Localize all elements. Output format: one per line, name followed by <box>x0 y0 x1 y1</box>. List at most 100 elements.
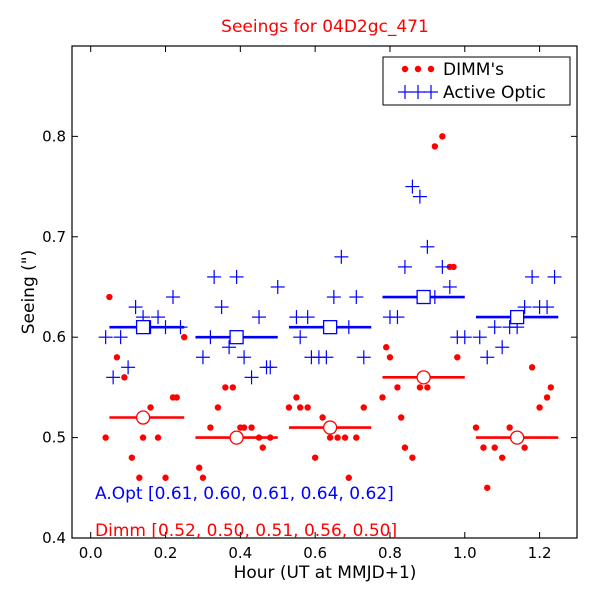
active-optic-point-10 <box>173 320 188 335</box>
annotation-dimm: Dimm [0.52, 0.50, 0.51, 0.56, 0.50] <box>95 521 397 541</box>
legend-active-optic-plus-1 <box>411 85 425 99</box>
active-optic-point-35 <box>390 310 405 325</box>
dimm-point-1 <box>106 293 113 301</box>
dimm-point-35 <box>353 434 360 441</box>
dimm-point-45 <box>424 384 431 391</box>
series-0 <box>102 133 555 491</box>
median-markers <box>135 289 525 445</box>
median-circle-1 <box>229 430 244 445</box>
active-optic-point-29 <box>326 290 341 305</box>
dimm-point-15 <box>207 424 214 431</box>
series-layer <box>98 133 562 491</box>
active-optic-point-51 <box>517 300 532 315</box>
median-square-2 <box>322 319 338 335</box>
dimm-point-37 <box>379 394 386 401</box>
dimm-point-32 <box>334 434 341 441</box>
dimm-point-25 <box>285 404 293 411</box>
active-optic-point-18 <box>244 370 259 385</box>
dimm-point-39 <box>386 354 394 361</box>
dimm-point-12 <box>181 333 188 341</box>
median-circle-0 <box>135 410 151 425</box>
axis-ticks: 0.0 0.2 0.4 0.6 0.8 1.0 1.2 0.4 0.5 0.6 0.7 0.8 <box>42 46 577 562</box>
active-optic-point-30 <box>334 249 349 264</box>
legend-active-optic-plus-2 <box>424 85 438 99</box>
active-optic-point-55 <box>547 269 562 284</box>
legend-marks <box>398 65 438 99</box>
legend-label-active-optic: Active Optic <box>443 83 546 103</box>
y-tick-label-2: 0.6 <box>42 328 66 346</box>
chart-title: Seeings for 04D2gc_471 <box>221 17 429 37</box>
dimm-point-36 <box>360 404 367 411</box>
dimm-point-6 <box>139 434 147 441</box>
dimm-point-13 <box>195 464 203 471</box>
active-optic-point-8 <box>158 320 173 335</box>
x-tick-label-1: 0.2 <box>154 544 178 562</box>
median-circle-2 <box>322 420 338 435</box>
active-optic-point-17 <box>237 350 252 365</box>
x-axis-label: Hour (UT at MMJD+1) <box>234 563 417 583</box>
series-1 <box>98 179 562 385</box>
active-optic-point-42 <box>442 279 457 294</box>
active-optic-point-19 <box>252 310 267 325</box>
dimm-point-28 <box>304 404 311 411</box>
dimm-point-3 <box>121 374 128 381</box>
dimm-point-41 <box>397 414 405 421</box>
y-tick-label-1: 0.5 <box>42 429 66 447</box>
legend-dimm-dot-1 <box>414 65 422 73</box>
active-optic-point-36 <box>397 259 412 274</box>
active-optic-point-15 <box>222 340 237 355</box>
active-optic-point-4 <box>128 300 143 315</box>
dimm-point-42 <box>401 444 409 451</box>
active-optic-point-54 <box>540 300 555 315</box>
dimm-point-44 <box>416 384 424 391</box>
median-square-4 <box>509 309 525 325</box>
active-optic-point-0 <box>98 330 113 345</box>
x-tick-label-2: 0.4 <box>228 544 252 562</box>
dimm-point-2 <box>113 354 121 361</box>
dimm-point-59 <box>528 364 536 371</box>
median-circle-3 <box>416 370 431 385</box>
x-tick-label-4: 0.8 <box>378 544 402 562</box>
dimm-point-38 <box>383 344 390 351</box>
dimm-point-46 <box>431 143 439 150</box>
legend-dimm-dot-0 <box>401 65 409 73</box>
dimm-point-11 <box>173 394 180 401</box>
dimm-point-8 <box>154 434 162 441</box>
legend-dimm-dot-2 <box>427 65 435 73</box>
dimm-point-58 <box>521 444 528 451</box>
active-optic-point-12 <box>203 330 218 345</box>
dimm-point-21 <box>248 424 255 431</box>
active-optic-point-3 <box>121 360 136 375</box>
y-tick-label-3: 0.7 <box>42 228 66 246</box>
active-optic-point-28 <box>319 350 334 365</box>
active-optic-point-24 <box>293 330 308 345</box>
median-circle-4 <box>509 430 525 445</box>
dimm-point-16 <box>214 404 222 411</box>
active-optic-point-41 <box>435 259 450 274</box>
x-tick-label-5: 1.0 <box>453 544 477 562</box>
dimm-point-20 <box>240 424 248 431</box>
annotation-aopt: A.Opt [0.61, 0.60, 0.61, 0.64, 0.62] <box>95 484 394 504</box>
active-optic-point-14 <box>214 300 229 315</box>
dimm-point-34 <box>345 474 353 481</box>
active-optic-point-52 <box>525 269 540 284</box>
active-optic-point-22 <box>270 279 285 294</box>
active-optic-point-44 <box>457 330 472 345</box>
x-tick-label-6: 1.2 <box>528 544 552 562</box>
dimm-point-51 <box>472 424 480 431</box>
active-optic-point-21 <box>263 360 278 375</box>
active-optic-point-38 <box>412 189 427 204</box>
x-tick-label-0: 0.0 <box>79 544 103 562</box>
dimm-point-24 <box>267 434 274 441</box>
active-optic-point-46 <box>480 350 495 365</box>
active-optic-point-13 <box>207 269 222 284</box>
dimm-point-52 <box>480 444 487 451</box>
active-optic-point-1 <box>106 370 121 385</box>
dimm-point-0 <box>102 434 109 441</box>
dimm-point-62 <box>547 384 555 391</box>
y-axis-label: Seeing (") <box>19 250 39 335</box>
legend: DIMM's Active Optic <box>382 56 571 106</box>
active-optic-point-25 <box>300 310 315 325</box>
dimm-point-14 <box>199 474 207 481</box>
dimm-point-47 <box>439 133 446 140</box>
